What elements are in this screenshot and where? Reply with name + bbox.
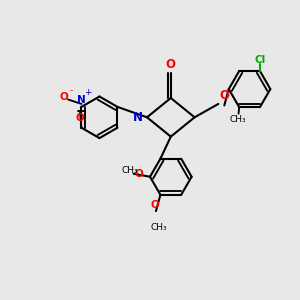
Text: O: O	[150, 200, 159, 210]
Text: Cl: Cl	[254, 55, 266, 65]
Text: CH₃: CH₃	[151, 223, 167, 232]
Text: +: +	[84, 88, 91, 97]
Text: -: -	[69, 86, 73, 95]
Text: O: O	[220, 89, 230, 102]
Text: O: O	[59, 92, 68, 102]
Text: N: N	[133, 111, 142, 124]
Text: O: O	[134, 169, 143, 179]
Text: CH₃: CH₃	[122, 166, 138, 175]
Text: O: O	[76, 113, 84, 123]
Text: O: O	[166, 58, 176, 71]
Text: CH₃: CH₃	[230, 115, 246, 124]
Text: N: N	[77, 95, 86, 105]
